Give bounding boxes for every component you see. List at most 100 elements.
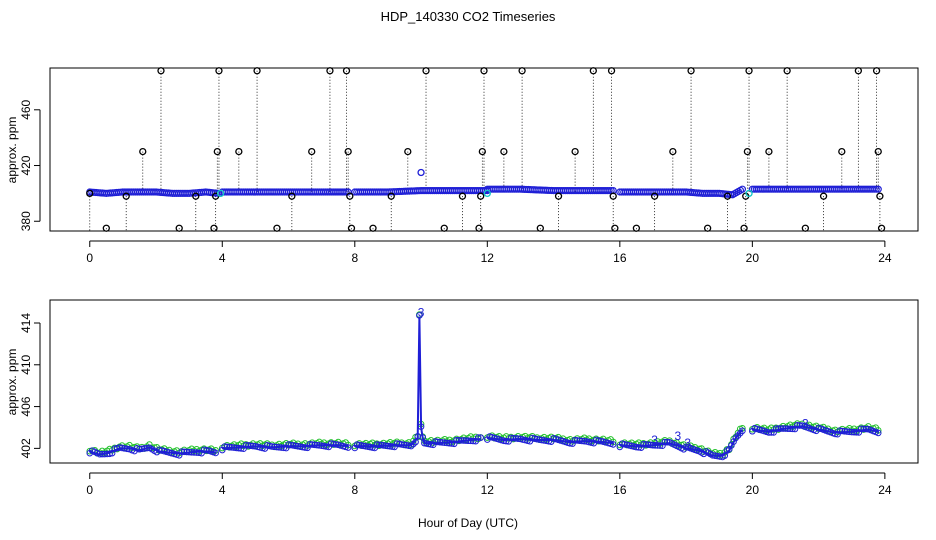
bottom-blue-point bbox=[538, 436, 546, 444]
bottom-blue-point bbox=[405, 442, 413, 449]
bottom-blue-point bbox=[502, 437, 510, 445]
bottom-blue-point bbox=[287, 441, 295, 449]
bottom-blue-point bbox=[416, 312, 423, 319]
bottom-blue-point bbox=[831, 430, 839, 438]
bottom-blue-point bbox=[377, 441, 385, 449]
bottom-y-tick-label: 410 bbox=[19, 354, 33, 374]
bottom-blue-point bbox=[275, 443, 283, 451]
bottom-blue-point bbox=[200, 446, 208, 454]
bottom-blue-point bbox=[400, 441, 408, 449]
bottom-blue-point bbox=[380, 442, 387, 449]
top-black-point bbox=[342, 67, 351, 75]
bottom-y-tick-label: 414 bbox=[19, 313, 33, 333]
bottom-blue-point bbox=[116, 444, 123, 451]
top-black-point bbox=[632, 224, 641, 232]
top-black-point bbox=[422, 67, 430, 75]
top-black-point bbox=[877, 224, 886, 232]
top-panel: 0 4 8 12 16 20 24 380 420 460 approx. ppm bbox=[5, 67, 919, 265]
bottom-blue-point bbox=[330, 440, 337, 448]
bottom-blue-point bbox=[462, 437, 470, 444]
bottom-x-tick-label: 12 bbox=[481, 483, 495, 497]
bottom-x-axis: 0 4 8 12 16 20 24 bbox=[86, 472, 892, 497]
top-blue-point bbox=[342, 188, 350, 196]
bottom-blue-point bbox=[113, 444, 121, 452]
bottom-blue-point bbox=[457, 437, 465, 444]
bottom-blue-point bbox=[297, 443, 304, 451]
bottom-blue-point bbox=[500, 437, 508, 445]
top-black-point bbox=[235, 147, 243, 156]
top-black-point bbox=[536, 224, 544, 232]
bottom-x-tick-label: 16 bbox=[613, 483, 627, 497]
bottom-blue-point bbox=[382, 442, 390, 450]
bottom-blue-point bbox=[661, 438, 669, 446]
bottom-blue-point bbox=[789, 425, 796, 433]
bottom-blue-point bbox=[656, 442, 664, 449]
top-black-point bbox=[210, 224, 218, 232]
bottom-blue-point bbox=[106, 450, 113, 458]
top-black-point bbox=[740, 224, 748, 232]
bottom-blue-point bbox=[237, 445, 245, 452]
top-black-point bbox=[139, 147, 147, 156]
bottom-blue-point bbox=[280, 444, 288, 452]
bottom-x-tick-label: 8 bbox=[351, 483, 358, 497]
top-black-point bbox=[404, 147, 412, 156]
top-y-tick-label: 380 bbox=[19, 211, 33, 231]
bottom-y-tick-label: 402 bbox=[19, 438, 33, 458]
bottom-blue-point bbox=[311, 441, 318, 449]
top-black-point bbox=[872, 67, 881, 75]
top-black-point bbox=[213, 147, 221, 156]
bottom-blue-point bbox=[136, 445, 143, 453]
bottom-blue-point bbox=[141, 445, 148, 452]
bottom-blue-point bbox=[775, 425, 782, 432]
top-black-point bbox=[326, 67, 334, 75]
bottom-blue-point bbox=[221, 443, 228, 450]
top-black-point bbox=[874, 147, 882, 156]
bottom-blue-point bbox=[429, 441, 437, 449]
top-black-point bbox=[440, 224, 448, 232]
bottom-green-point bbox=[86, 447, 94, 455]
bottom-green-points bbox=[86, 311, 882, 459]
top-cyan-point bbox=[483, 189, 491, 198]
bottom-blue-point bbox=[247, 442, 254, 450]
bottom-blue-point bbox=[403, 441, 410, 449]
bottom-blue-point bbox=[101, 450, 108, 458]
bottom-blue-point bbox=[857, 425, 865, 433]
bottom-blue-point bbox=[443, 439, 451, 447]
top-black-point bbox=[838, 147, 846, 156]
bottom-blue-point bbox=[308, 441, 316, 448]
bottom-blue-point bbox=[121, 445, 128, 452]
top-black-point bbox=[801, 224, 810, 232]
bottom-blue-point bbox=[536, 436, 543, 443]
bottom-blue-point bbox=[633, 443, 640, 451]
top-black-point bbox=[611, 224, 619, 232]
bottom-blue-point bbox=[777, 425, 785, 432]
bottom-blue-point bbox=[434, 438, 441, 446]
top-cyan-points bbox=[216, 168, 753, 198]
top-black-point bbox=[157, 67, 165, 75]
bottom-blue-point bbox=[467, 437, 475, 445]
top-x-tick-label: 20 bbox=[746, 251, 760, 265]
top-blue-point bbox=[872, 185, 880, 193]
bottom-blue-point bbox=[412, 438, 419, 446]
top-black-point bbox=[554, 192, 563, 200]
bottom-blue-point bbox=[188, 448, 195, 456]
bottom-blue-point bbox=[512, 435, 520, 442]
bottom-blue-point bbox=[212, 449, 219, 457]
bottom-blue-point bbox=[203, 446, 210, 454]
bottom-blue-point bbox=[351, 444, 359, 452]
bottom-annotation: 3 bbox=[418, 306, 425, 320]
bottom-annotation: 3 bbox=[684, 436, 691, 450]
bottom-blue-point bbox=[332, 441, 340, 448]
top-black-point bbox=[650, 192, 659, 200]
top-y-axis-label: approx. ppm bbox=[5, 117, 19, 184]
top-blue-point bbox=[874, 185, 882, 193]
top-black-point bbox=[475, 224, 483, 232]
bottom-blue-point bbox=[635, 444, 643, 451]
bottom-blue-point bbox=[862, 425, 870, 433]
bottom-blue-point bbox=[767, 429, 775, 436]
bottom-annotation: 3 bbox=[674, 429, 681, 443]
top-black-point bbox=[765, 147, 773, 156]
top-black-point bbox=[480, 67, 488, 75]
top-y-axis: 380 420 460 bbox=[19, 99, 41, 231]
